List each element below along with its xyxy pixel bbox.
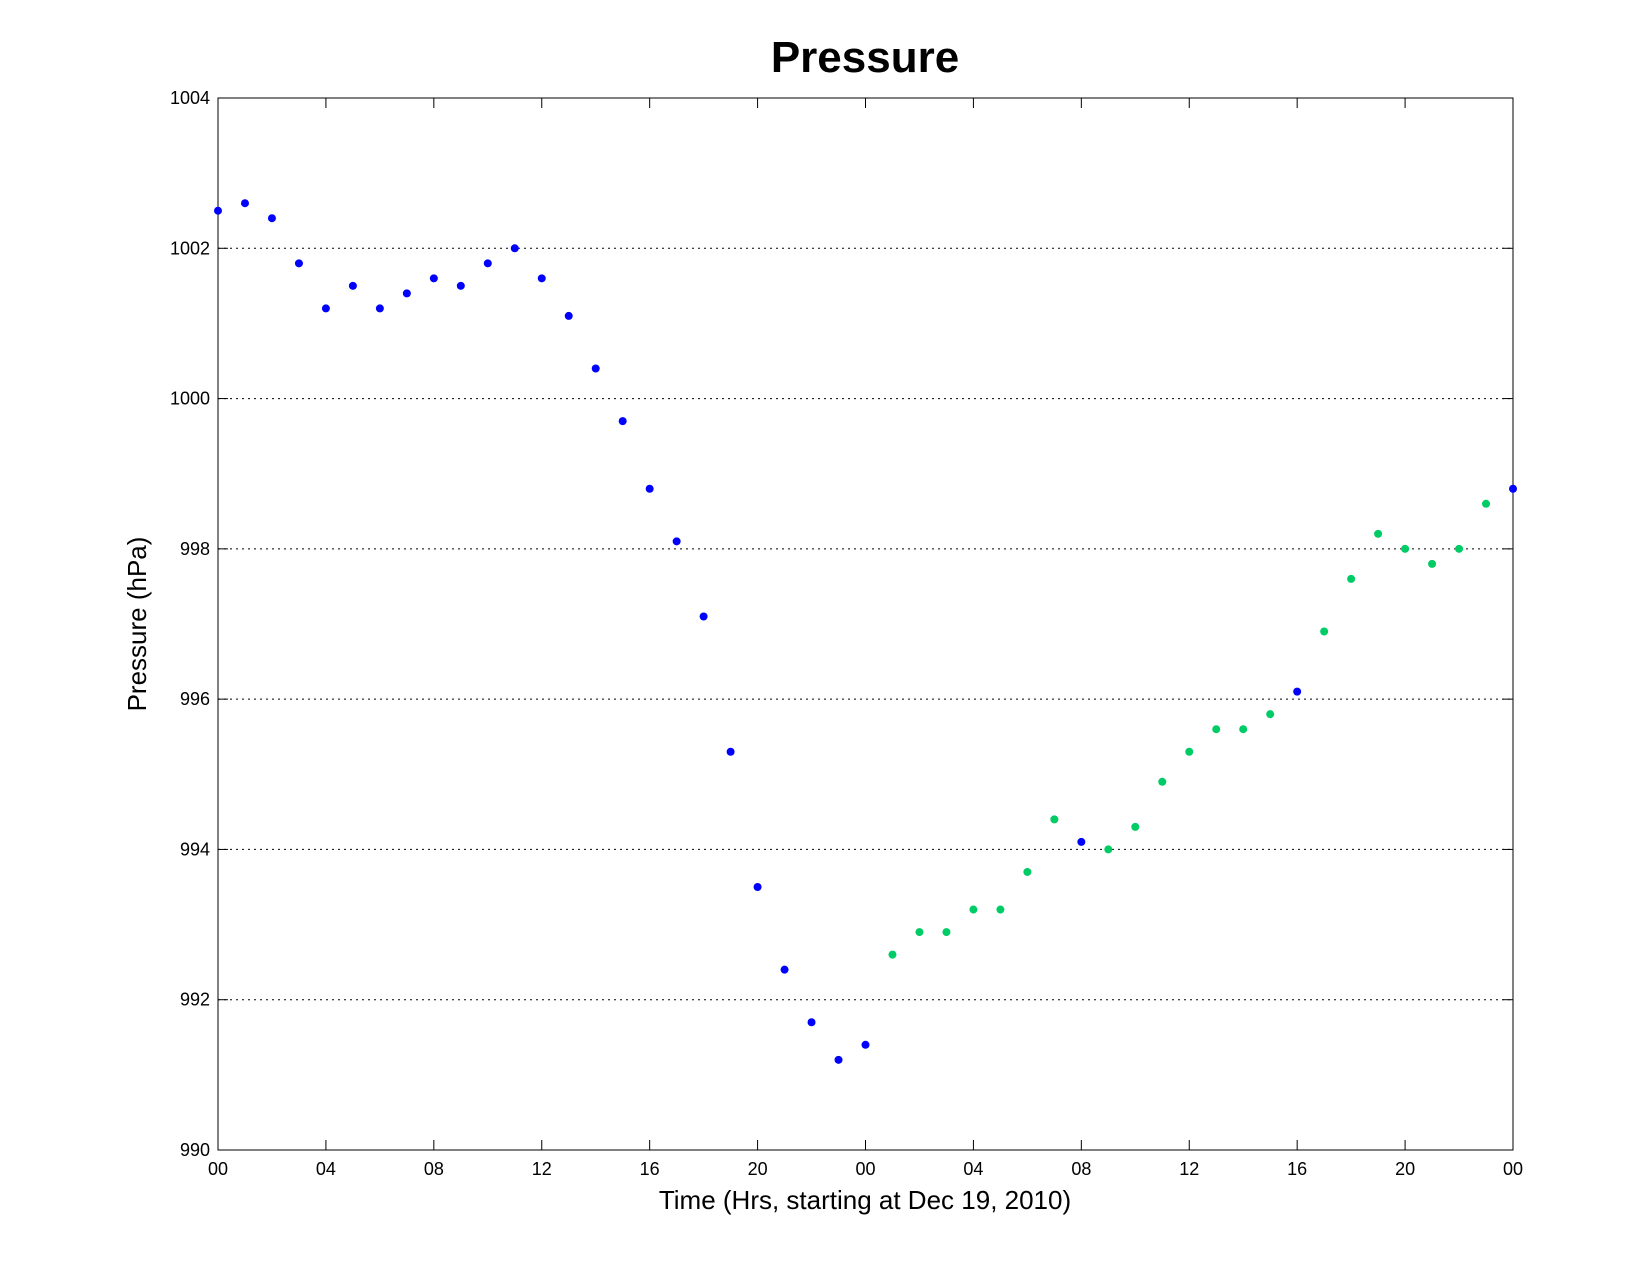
y-tick-label: 1000 (170, 389, 210, 409)
data-point (672, 537, 681, 546)
x-tick-label: 20 (748, 1159, 768, 1179)
x-tick-label: 00 (208, 1159, 228, 1179)
data-point (1320, 627, 1329, 636)
data-point (1185, 747, 1194, 756)
data-point (214, 206, 222, 215)
data-point (699, 612, 708, 621)
data-point (618, 417, 627, 426)
data-point (294, 259, 303, 268)
data-point (1482, 499, 1491, 508)
y-tick-label: 1004 (170, 88, 210, 108)
data-point (456, 281, 465, 290)
data-point (1509, 484, 1517, 493)
data-point (1266, 710, 1275, 719)
data-point (780, 965, 789, 974)
data-point (942, 928, 951, 937)
data-point (1158, 777, 1167, 786)
data-point (348, 281, 357, 290)
x-tick-label: 08 (424, 1159, 444, 1179)
y-tick-label: 998 (180, 539, 210, 559)
data-point (996, 905, 1005, 914)
data-point (1212, 725, 1221, 734)
x-axis-label: Time (Hrs, starting at Dec 19, 2010) (659, 1185, 1071, 1215)
data-point (861, 1040, 870, 1049)
x-tick-label: 16 (1287, 1159, 1307, 1179)
data-point (240, 199, 249, 208)
x-tick-label: 00 (855, 1159, 875, 1179)
data-point (726, 747, 735, 756)
data-point (753, 883, 762, 891)
x-tick-label: 04 (963, 1159, 983, 1179)
data-point (321, 304, 330, 313)
data-point (510, 244, 519, 253)
data-point (969, 905, 978, 914)
data-point (834, 1055, 843, 1064)
data-point (1077, 837, 1086, 846)
data-point (1401, 544, 1410, 553)
chart-title: Pressure (771, 33, 959, 82)
x-tick-label: 04 (316, 1159, 336, 1179)
y-tick-label: 990 (180, 1140, 210, 1160)
x-tick-label: 12 (532, 1159, 552, 1179)
data-point (1455, 544, 1464, 553)
data-point (1293, 687, 1302, 696)
y-axis-label: Pressure (hPa) (122, 537, 152, 712)
data-point (645, 484, 654, 493)
data-point (915, 928, 924, 937)
data-point (591, 364, 600, 373)
data-point (1428, 559, 1437, 568)
data-point (1023, 867, 1032, 876)
data-point (1347, 574, 1356, 583)
data-point (807, 1018, 816, 1027)
x-tick-label: 20 (1395, 1159, 1415, 1179)
x-tick-label: 16 (640, 1159, 660, 1179)
data-point (1374, 529, 1383, 538)
data-point (564, 311, 573, 320)
y-tick-label: 994 (180, 839, 210, 859)
axis-ticks: 990 992 994 996 998 1000 1002 1004 00 04 08 12 16 20 0… (170, 88, 1523, 1179)
y-tick-label: 992 (180, 990, 210, 1010)
y-tick-label: 996 (180, 689, 210, 709)
data-point (483, 259, 492, 268)
data-point (888, 950, 897, 959)
y-tick-label: 1002 (170, 238, 210, 258)
data-point (267, 214, 276, 223)
data-point (402, 289, 411, 298)
data-point (1131, 822, 1140, 831)
data-point (1104, 845, 1113, 854)
x-tick-label: 00 (1503, 1159, 1523, 1179)
data-point (1239, 725, 1248, 734)
x-tick-label: 12 (1179, 1159, 1199, 1179)
x-tick-label: 08 (1071, 1159, 1091, 1179)
data-point (375, 304, 384, 313)
data-point (537, 274, 546, 283)
data-points (214, 199, 1517, 1064)
data-point (429, 274, 438, 283)
data-point (1050, 815, 1059, 824)
